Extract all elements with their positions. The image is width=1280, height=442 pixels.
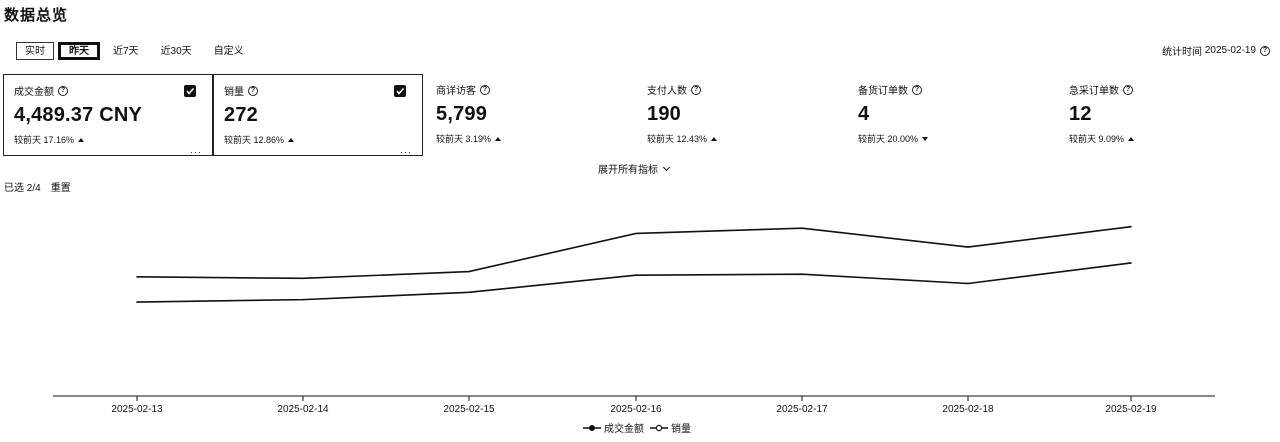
metric-label: 商详访客 (436, 86, 476, 97)
metric-label: 销量 (224, 87, 244, 98)
tab-realtime[interactable]: 实时 (16, 42, 54, 60)
data-point[interactable] (468, 291, 470, 294)
metric-card-visitors[interactable]: 商详访客? 5,799 较前天 3.19% (426, 74, 636, 156)
stat-date-value: 2025-02-19 (1204, 45, 1256, 56)
metric-compare: 较前天 12.43% (647, 134, 708, 144)
metric-compare: 较前天 17.16% (14, 135, 75, 145)
expand-all-metrics-button[interactable]: 展开所有指标 (598, 161, 671, 176)
legend-label: 成交金额 (604, 424, 644, 435)
trend-up-icon (495, 136, 502, 141)
trend-down-icon (922, 136, 929, 141)
more-icon: ··· (400, 147, 412, 157)
page-title: 数据总览 (4, 7, 69, 24)
data-point[interactable] (136, 276, 138, 278)
data-point[interactable] (801, 273, 803, 275)
metric-label: 支付人数 (647, 86, 687, 97)
data-point[interactable] (1130, 225, 1132, 228)
metric-card-buyers[interactable]: 支付人数? 190 较前天 12.43% (637, 74, 847, 156)
data-point[interactable] (801, 227, 803, 229)
trend-up-icon (711, 136, 718, 141)
x-tick-label: 2025-02-19 (1105, 404, 1157, 415)
metric-checkbox[interactable] (184, 85, 196, 97)
help-icon[interactable]: ? (1123, 84, 1133, 95)
data-point[interactable] (635, 232, 637, 235)
data-point[interactable] (136, 301, 138, 303)
more-icon: ··· (190, 147, 202, 157)
chart-legend: 成交金额 销量 (583, 420, 697, 435)
selected-count: 已选 2/4 (4, 183, 41, 194)
metric-value: 4 (858, 103, 870, 125)
metric-compare: 较前天 9.09% (1069, 134, 1125, 144)
check-icon (396, 87, 405, 95)
metric-value: 5,799 (436, 103, 488, 125)
x-tick-label: 2025-02-18 (942, 404, 994, 415)
time-range-tabs: 实时 昨天 近7天 近30天 自定义 (16, 41, 257, 61)
x-tick-label: 2025-02-17 (776, 404, 828, 415)
help-icon[interactable]: ? (58, 85, 68, 96)
help-icon[interactable]: ? (248, 85, 258, 96)
data-point[interactable] (967, 282, 969, 285)
metric-cards: 成交金额? 4,489.37 CNY 较前天 17.16% ··· 销量? 27… (3, 74, 1275, 157)
x-tick-label: 2025-02-15 (443, 404, 495, 415)
data-point[interactable] (635, 274, 637, 276)
metric-compare: 较前天 3.19% (436, 134, 492, 144)
trend-up-icon (288, 137, 295, 142)
metric-label: 成交金额 (14, 87, 54, 98)
data-point[interactable] (1130, 262, 1132, 264)
reset-button[interactable]: 重置 (50, 183, 71, 194)
metric-value: 12 (1069, 103, 1092, 125)
metric-card-sales[interactable]: 销量? 272 较前天 12.86% ··· (213, 74, 423, 157)
trend-line-chart: 2025-02-13 2025-02-14 2025-02-15 2025-02-16… (53, 225, 1215, 415)
tab-yesterday[interactable]: 昨天 (58, 42, 100, 60)
legend-label: 销量 (671, 424, 691, 435)
legend-filled-marker-icon (583, 424, 601, 431)
metric-card-stock-orders[interactable]: 备货订单数? 4 较前天 20.00% (848, 74, 1058, 156)
metric-value: 190 (647, 103, 681, 125)
legend-item-sales[interactable]: 销量 (650, 420, 691, 435)
data-point[interactable] (302, 277, 304, 280)
help-icon[interactable]: ? (691, 84, 701, 95)
data-point[interactable] (468, 270, 470, 273)
tab-last-30-days[interactable]: 近30天 (160, 46, 192, 57)
legend-hollow-marker-icon (650, 424, 668, 431)
selection-row: 已选 2/4 重置 (4, 179, 71, 194)
metric-label: 备货订单数 (858, 86, 908, 97)
metric-label: 急采订单数 (1069, 86, 1119, 97)
metric-card-urgent-orders[interactable]: 急采订单数? 12 较前天 9.09% (1059, 74, 1269, 156)
tab-custom[interactable]: 自定义 (213, 46, 244, 57)
chevron-down-icon (662, 163, 671, 171)
help-icon[interactable]: ? (1260, 45, 1270, 56)
metric-value: 4,489.37 CNY (14, 104, 143, 126)
x-tick-label: 2025-02-14 (277, 404, 329, 415)
check-icon (186, 87, 195, 95)
data-point[interactable] (302, 298, 304, 301)
trend-up-icon (1128, 136, 1135, 141)
metric-value: 272 (224, 104, 258, 126)
expand-label: 展开所有指标 (598, 165, 658, 176)
x-tick-label: 2025-02-16 (610, 404, 662, 415)
help-icon[interactable]: ? (912, 84, 922, 95)
stat-date: 统计时间 2025-02-19 ? (1162, 43, 1270, 58)
metric-card-gmv[interactable]: 成交金额? 4,489.37 CNY 较前天 17.16% ··· (3, 74, 213, 157)
trend-up-icon (78, 137, 85, 142)
help-icon[interactable]: ? (480, 84, 490, 95)
data-point[interactable] (967, 246, 969, 248)
metric-checkbox[interactable] (394, 85, 406, 97)
legend-item-gmv[interactable]: 成交金额 (583, 420, 644, 435)
x-tick-label: 2025-02-13 (111, 404, 163, 415)
stat-date-label: 统计时间 (1162, 47, 1203, 58)
series-line-gmv (136, 225, 1132, 280)
series-line-sales (136, 262, 1132, 303)
metric-compare: 较前天 20.00% (858, 134, 919, 144)
tab-last-7-days[interactable]: 近7天 (113, 46, 139, 57)
metric-compare: 较前天 12.86% (224, 135, 285, 145)
